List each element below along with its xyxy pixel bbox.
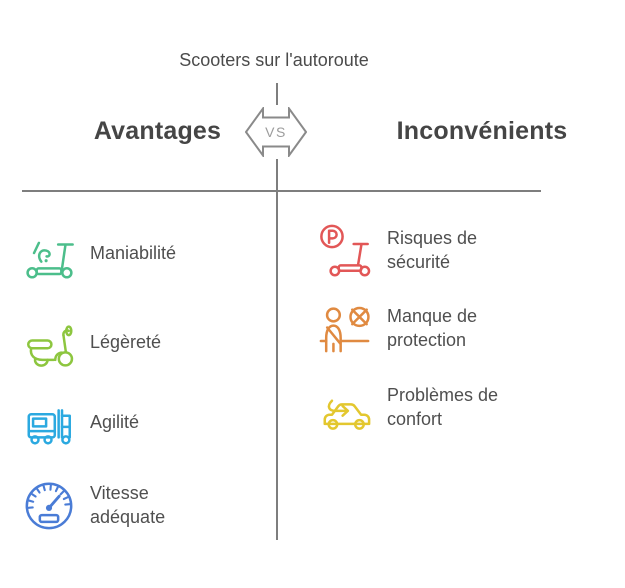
list-item-label: Légèreté: [90, 332, 162, 352]
right-column-header: Inconvénients: [396, 117, 568, 145]
list-item: Risques de sécurité: [318, 222, 529, 278]
vs-badge: VS: [244, 105, 308, 159]
no-protection-icon: [318, 301, 372, 355]
list-item-label: Vitesse adéquate: [90, 483, 166, 527]
vertical-divider-top: [276, 83, 278, 105]
list-item-label: Problèmes de confort: [387, 385, 499, 429]
list-item: Problèmes de confort: [318, 379, 529, 435]
vs-badge-label: VS: [265, 124, 287, 140]
speedometer-icon: [22, 478, 76, 532]
list-item-label: Maniabilité: [90, 243, 177, 263]
double-arrow-icon: [244, 105, 308, 159]
list-item: Vitesse adéquate: [22, 477, 202, 533]
list-item-label: Manque de protection: [387, 306, 478, 350]
list-item: Agilité: [22, 394, 139, 450]
list-item-label: Agilité: [90, 412, 140, 432]
list-item-label: Risques de sécurité: [387, 228, 478, 272]
list-item: Maniabilité: [22, 225, 176, 281]
list-item: Légèreté: [22, 314, 161, 370]
page-title: Scooters sur l'autoroute: [179, 50, 369, 70]
list-item: Manque de protection: [318, 300, 529, 356]
scooter-parking-icon: [318, 223, 372, 277]
scooter-icon: [22, 226, 76, 280]
horizontal-divider: [22, 190, 541, 192]
vertical-divider: [276, 159, 278, 540]
moped-icon: [22, 315, 76, 369]
car-icon: [318, 380, 372, 434]
left-column-header: Avantages: [93, 117, 222, 145]
bus-icon: [22, 395, 76, 449]
